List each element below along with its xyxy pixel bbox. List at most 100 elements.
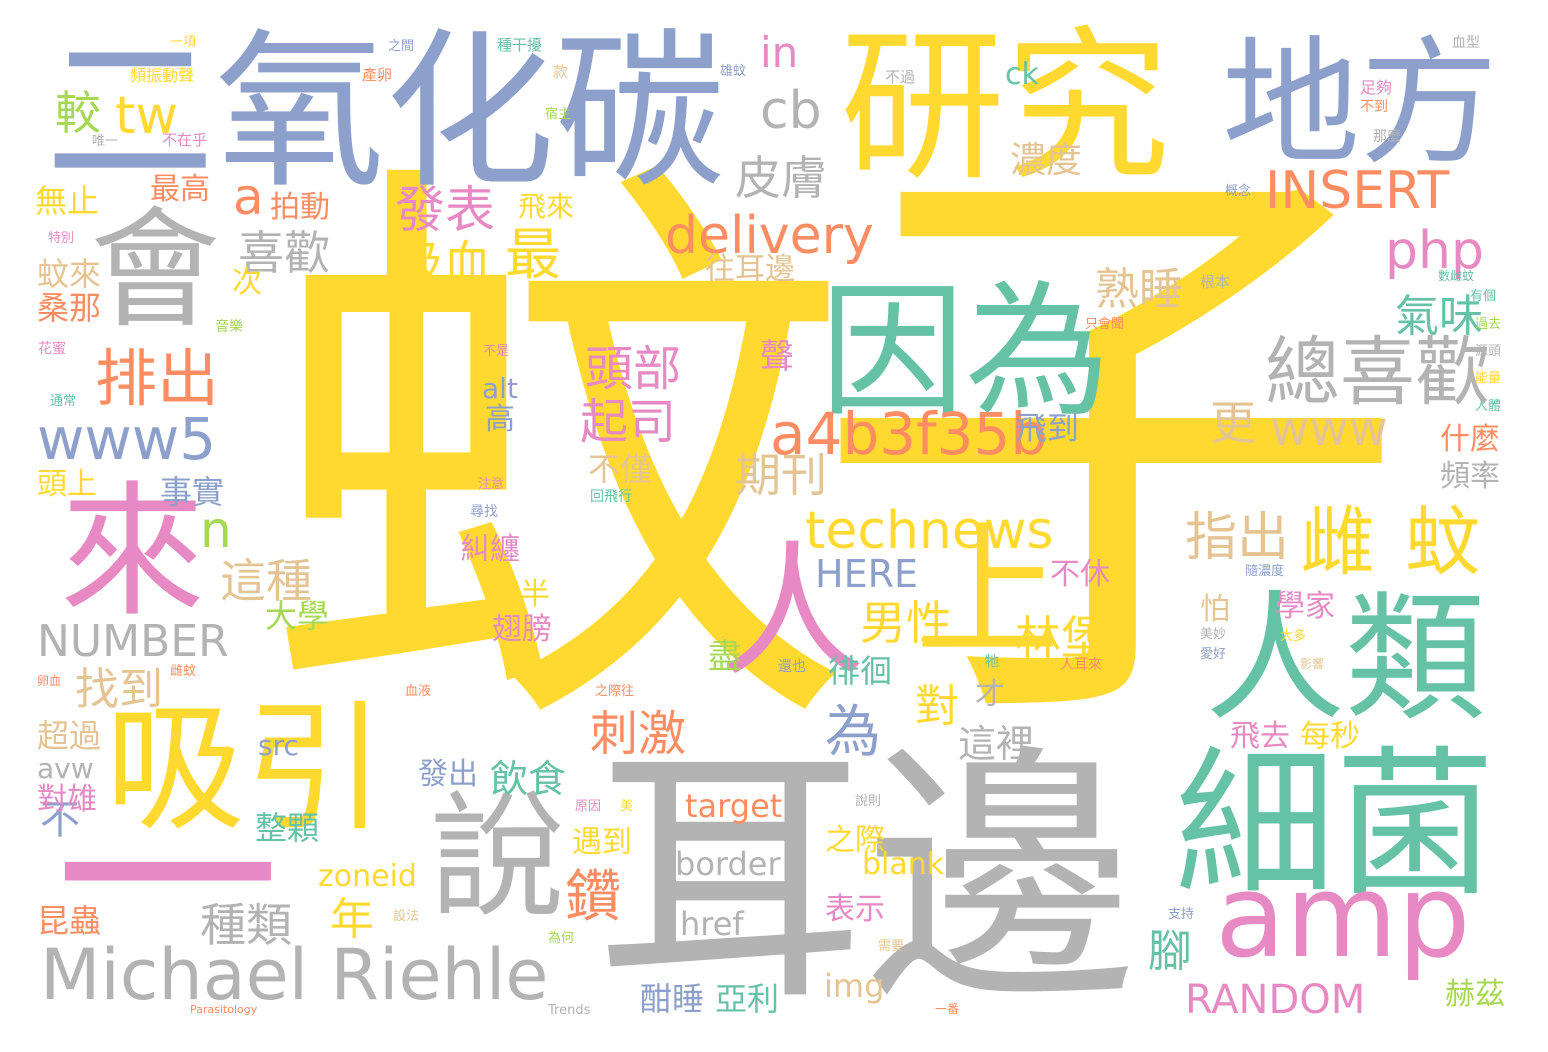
- word: 頭上: [37, 467, 97, 502]
- word: 足夠: [1360, 78, 1393, 97]
- word: 吸血: [395, 236, 492, 292]
- word: 需要: [878, 939, 905, 954]
- word: 拍動: [270, 190, 330, 225]
- word: 飲食: [490, 757, 567, 801]
- word: 較: [55, 86, 101, 140]
- word: 不休: [1050, 557, 1110, 592]
- word: n: [200, 501, 232, 559]
- word: 吸引: [105, 688, 386, 851]
- word: 為何: [548, 931, 575, 946]
- word: 一項: [170, 35, 197, 50]
- word: 男性: [860, 596, 952, 650]
- word: 糾纏: [460, 532, 520, 567]
- word: 說則: [855, 794, 882, 809]
- word: 美妙: [1200, 627, 1227, 642]
- word: 原因: [575, 799, 602, 814]
- word: 年: [330, 894, 374, 945]
- word: 人耳來: [1060, 657, 1102, 673]
- word: ck: [1005, 57, 1039, 92]
- word: a4b3f35b: [770, 400, 1048, 468]
- word: 頭部: [585, 341, 682, 397]
- word: target: [685, 787, 783, 825]
- word: 之際: [825, 823, 885, 858]
- word: 地方: [1222, 23, 1499, 184]
- word: 徘徊: [828, 652, 893, 690]
- word: 來: [60, 468, 205, 637]
- word: 人類: [1205, 578, 1486, 741]
- word: 音樂: [215, 319, 243, 335]
- word: in: [760, 28, 799, 77]
- word: 源頭: [1475, 344, 1502, 359]
- word: border: [675, 845, 781, 883]
- word: RANDOM: [1185, 977, 1366, 1023]
- word: 最高: [150, 172, 210, 207]
- word: 子: [810, 98, 1410, 797]
- word: 尋找: [470, 504, 498, 520]
- word: 雌: [1300, 498, 1376, 586]
- word: 發表: [395, 181, 495, 239]
- word: 桑那: [37, 289, 102, 327]
- word: 熟睡: [1095, 264, 1183, 315]
- word: tw: [115, 86, 178, 146]
- word: 事實: [160, 473, 225, 511]
- word: 種干擾: [497, 36, 543, 54]
- word: 無止: [35, 182, 100, 220]
- word: 只會聞: [1085, 317, 1125, 332]
- word: 林堡: [1015, 611, 1107, 665]
- word: cb: [760, 81, 822, 141]
- word: amp: [1215, 850, 1471, 984]
- word: 盡: [708, 637, 742, 677]
- word: www: [1270, 401, 1388, 457]
- word: 愛好: [1200, 647, 1227, 662]
- word: 那麼: [1373, 129, 1401, 145]
- word: 過去: [1475, 317, 1502, 332]
- word: 什麼: [1440, 422, 1500, 457]
- word: 人體: [1475, 399, 1502, 414]
- word: 刺激: [590, 706, 687, 762]
- word: 支持: [1168, 907, 1195, 922]
- word: 款: [553, 63, 569, 81]
- word: 起司: [580, 394, 677, 450]
- word: 人: [720, 528, 865, 697]
- word: 不僅: [588, 450, 653, 488]
- word: img: [824, 967, 885, 1005]
- word: 遇到: [572, 825, 632, 860]
- word: a: [233, 168, 264, 226]
- word: 鑽: [565, 865, 621, 930]
- word: HERE: [815, 552, 918, 596]
- word: 飛到: [1015, 409, 1080, 447]
- word: 不: [40, 797, 80, 843]
- word: 蚊來: [37, 255, 102, 293]
- word: 這種: [220, 554, 312, 608]
- word: 美: [620, 799, 634, 814]
- word: 細菌: [1175, 731, 1496, 918]
- word: 說: [430, 779, 565, 936]
- word: INSERT: [1265, 161, 1450, 221]
- word: 昆蟲: [37, 902, 102, 940]
- word: 會: [90, 194, 221, 346]
- word: 才: [975, 677, 1005, 712]
- word: 牠: [985, 654, 999, 670]
- word: Trends: [548, 1003, 591, 1018]
- word: 整顆: [255, 809, 320, 847]
- word: 大多: [1280, 629, 1307, 644]
- word: 一番: [935, 1002, 960, 1016]
- word: 之間: [388, 39, 415, 54]
- word: 夜半: [490, 577, 550, 612]
- word: technews: [805, 501, 1054, 561]
- word: 翅膀: [492, 612, 552, 647]
- word: 蚊: [262, 116, 852, 803]
- word: Parasitology: [190, 1003, 258, 1016]
- word: 蚊: [1405, 498, 1481, 586]
- word: 特別: [48, 231, 75, 246]
- word: 種類: [200, 898, 292, 952]
- word: 酣睡: [640, 980, 705, 1018]
- word: NUMBER: [37, 616, 229, 667]
- word: 每秒: [1300, 719, 1360, 754]
- word: 不過: [885, 68, 916, 86]
- word: 發出: [418, 757, 478, 792]
- word: 頻振動聲: [130, 66, 195, 85]
- word: 怕: [1200, 592, 1230, 627]
- word: 皮膚: [735, 151, 827, 205]
